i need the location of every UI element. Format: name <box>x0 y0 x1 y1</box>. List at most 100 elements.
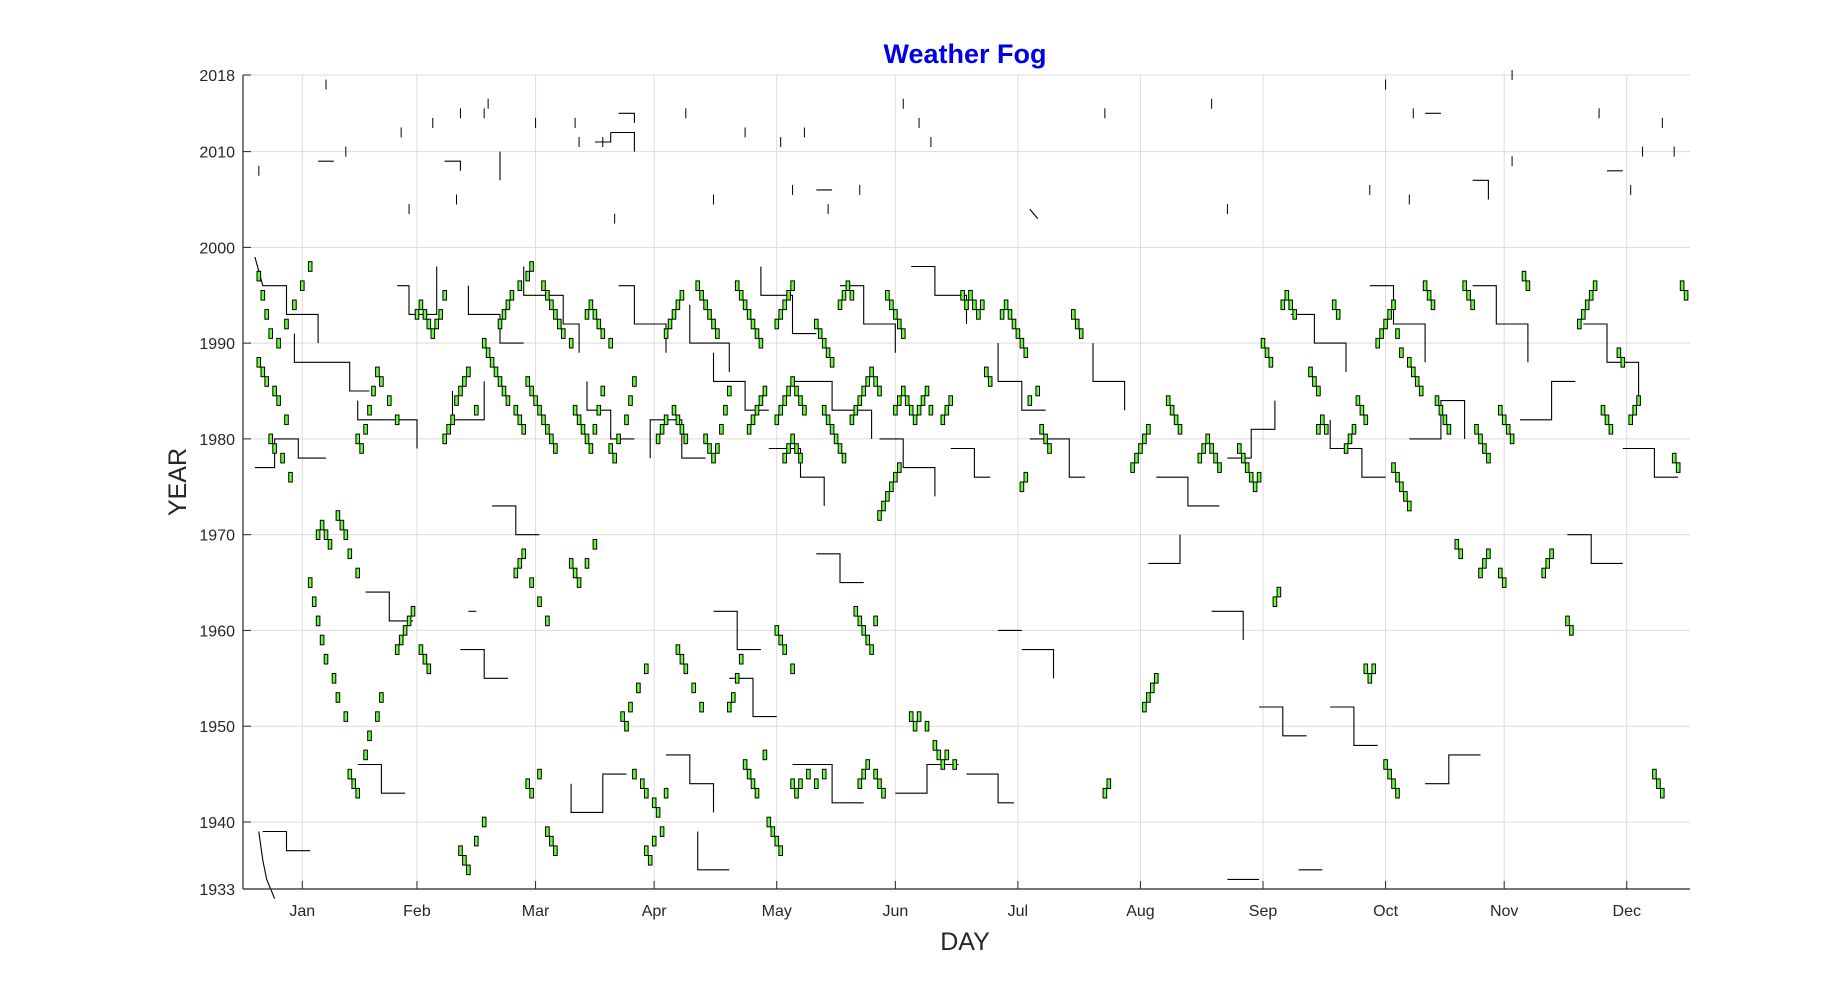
fog-day-cell <box>699 701 704 713</box>
fog-day-cell <box>671 309 677 320</box>
chart-title: Weather Fog <box>883 39 1046 69</box>
fog-day-cell <box>881 500 886 512</box>
fog-day-cell <box>837 299 843 311</box>
fog-day-cell <box>802 404 807 416</box>
fog-day-cell <box>1395 787 1400 799</box>
fog-day-cell <box>727 701 732 713</box>
fog-day-cell <box>750 414 756 426</box>
fog-connector <box>1029 208 1039 219</box>
fog-day-cell <box>537 768 542 780</box>
fog-day-cell <box>434 318 439 330</box>
fog-day-cell <box>525 376 531 387</box>
fog-day-cell <box>1237 443 1242 454</box>
fog-day-cell <box>738 290 744 301</box>
fog-day-cell <box>260 366 266 378</box>
fog-connector <box>594 132 612 143</box>
fog-day-cell <box>940 414 946 426</box>
fog-day-cell <box>394 414 400 426</box>
fog-day-cell <box>857 395 863 406</box>
fog-day-cell <box>620 711 625 722</box>
fog-day-cell <box>454 395 459 406</box>
fog-day-cell <box>707 309 712 320</box>
fog-day-cell <box>1142 701 1147 713</box>
fog-day-cell <box>1446 424 1452 435</box>
fog-connector <box>523 266 580 353</box>
fog-day-cell <box>984 366 989 378</box>
fog-day-cell <box>1683 290 1689 301</box>
fog-day-cell <box>798 395 803 406</box>
fog-connector <box>816 553 864 584</box>
fog-day-cell <box>1422 280 1428 291</box>
fog-day-cell <box>596 404 602 416</box>
fog-day-cell <box>1675 462 1681 473</box>
fog-day-cell <box>782 299 788 311</box>
fog-day-cell <box>1150 682 1155 694</box>
fog-day-cell <box>1414 376 1420 387</box>
fog-day-cell <box>1411 366 1416 378</box>
fog-day-cell <box>798 452 803 464</box>
fog-connector <box>254 256 319 344</box>
fog-day-cell <box>786 290 791 301</box>
fog-day-cell <box>632 376 637 387</box>
fog-day-cell <box>300 280 305 291</box>
fog-day-cell <box>770 826 776 837</box>
fog-day-cell <box>485 347 491 358</box>
fog-day-cell <box>1581 309 1586 320</box>
fog-day-cell <box>640 778 645 790</box>
fog-day-cell <box>375 711 380 722</box>
fog-day-cell <box>1324 424 1329 435</box>
fog-day-cell <box>877 778 882 790</box>
y-tick-label: 1970 <box>199 528 235 545</box>
fog-day-cell <box>1019 337 1025 349</box>
fog-day-cell <box>1521 270 1527 282</box>
fog-day-cell <box>1347 433 1353 445</box>
fog-day-cell <box>1102 787 1108 799</box>
fog-day-cell <box>549 299 554 311</box>
fog-day-cell <box>1383 759 1388 770</box>
fog-day-cell <box>814 778 819 790</box>
fog-connector <box>570 773 627 813</box>
fog-day-cell <box>1260 337 1266 349</box>
fog-day-cell <box>1320 414 1325 426</box>
fog-day-cell <box>319 519 325 531</box>
fog-day-cell <box>1482 558 1487 569</box>
fog-day-cell <box>1288 299 1294 311</box>
fog-connector <box>1029 438 1086 478</box>
fog-day-cell <box>999 309 1005 320</box>
fog-connector <box>1520 380 1576 421</box>
fog-day-cell <box>881 787 886 799</box>
fog-day-cell <box>1173 414 1179 426</box>
fog-day-cell <box>829 357 835 368</box>
fog-day-cell <box>972 299 977 311</box>
fog-day-cell <box>1355 395 1361 406</box>
fog-connector <box>713 610 761 651</box>
fog-day-cell <box>790 433 795 445</box>
fog-connector <box>357 763 406 794</box>
fog-day-cell <box>1399 481 1404 493</box>
fog-day-cell <box>335 510 341 521</box>
fog-day-cell <box>829 424 835 435</box>
fog-day-cell <box>723 404 728 416</box>
fog-day-cell <box>750 778 756 790</box>
x-tick-label: Sep <box>1249 903 1278 920</box>
fog-day-cell <box>944 749 950 761</box>
fog-day-cell <box>1588 290 1594 301</box>
fog-day-cell <box>505 299 511 311</box>
fog-day-cell <box>1679 280 1685 291</box>
fog-connector <box>840 285 896 353</box>
fog-day-cell <box>1134 452 1139 464</box>
fog-day-cell <box>1501 577 1507 588</box>
fog-day-cell <box>869 366 874 378</box>
fog-day-cell <box>268 328 273 339</box>
fog-day-cell <box>584 309 590 320</box>
fog-day-cell <box>778 634 784 646</box>
fog-connector <box>262 830 311 852</box>
fog-day-cell <box>426 663 432 675</box>
fog-day-cell <box>497 376 503 387</box>
fog-day-cell <box>572 404 578 416</box>
x-tick-labels: Jan Feb Mar Apr May Jun Jul Aug Sep Oct Nov Dec <box>289 903 1641 920</box>
fog-day-cell <box>774 835 780 847</box>
fog-day-cell <box>940 759 946 770</box>
fog-day-cell <box>1407 500 1412 512</box>
